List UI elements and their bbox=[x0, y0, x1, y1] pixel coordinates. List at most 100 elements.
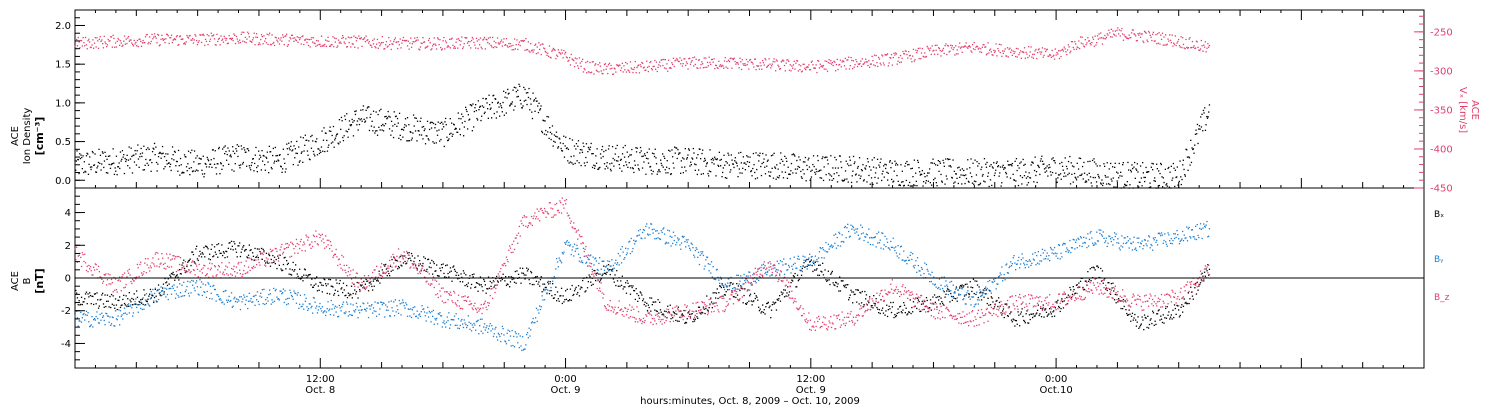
bx-series-point bbox=[300, 277, 302, 280]
bx-series-point bbox=[470, 283, 473, 286]
bx-series-point bbox=[99, 299, 101, 301]
vx-series-point bbox=[1134, 33, 1136, 36]
ion-density-series-point bbox=[304, 144, 306, 146]
by-series-point bbox=[286, 297, 289, 300]
ion-density-series-point bbox=[635, 147, 637, 149]
ion-density-series-point bbox=[749, 156, 751, 158]
bx-series-point bbox=[1059, 310, 1061, 313]
ion-density-series-point bbox=[289, 149, 291, 151]
vx-series-point bbox=[171, 41, 173, 44]
vx-series-point bbox=[431, 48, 433, 50]
vx-series-point bbox=[524, 49, 526, 51]
ion-density-series-point bbox=[493, 94, 495, 96]
bx-series-point bbox=[170, 276, 172, 278]
bx-series-point bbox=[1149, 319, 1151, 321]
ion-density-series-point bbox=[224, 145, 226, 147]
bx-series-point bbox=[161, 290, 163, 292]
bx-series-point bbox=[968, 293, 971, 295]
ion-density-series-point bbox=[418, 130, 420, 132]
ion-density-series-point bbox=[222, 165, 224, 167]
vx-series-point bbox=[865, 58, 867, 60]
ion-density-series-point bbox=[1020, 161, 1022, 163]
bx-series-point bbox=[977, 296, 979, 299]
vx-series-point bbox=[106, 44, 109, 46]
bx-series-point bbox=[206, 246, 208, 248]
ion-density-series-point bbox=[1068, 172, 1070, 174]
bx-series-point bbox=[94, 293, 96, 295]
bx-series-point bbox=[410, 259, 412, 262]
vx-series-point bbox=[478, 39, 480, 41]
bx-series-point bbox=[586, 276, 588, 279]
ion-density-series-point bbox=[354, 113, 357, 116]
bx-series-point bbox=[552, 283, 554, 285]
bx-series-point bbox=[676, 313, 678, 315]
bx-series-point bbox=[155, 295, 157, 297]
ion-density-series-point bbox=[783, 164, 785, 166]
bx-series-point bbox=[462, 270, 465, 272]
ion-density-series-point bbox=[87, 173, 90, 175]
by-series-point bbox=[230, 292, 233, 294]
vx-series-point bbox=[574, 57, 576, 59]
ion-density-series-point bbox=[1054, 162, 1056, 164]
bx-series-point bbox=[521, 272, 523, 274]
bx-series-point bbox=[282, 269, 284, 271]
ion-density-series-point bbox=[637, 168, 640, 170]
ion-density-series-point bbox=[91, 166, 93, 168]
ion-density-series-point bbox=[350, 124, 353, 126]
vx-series-point bbox=[818, 67, 821, 69]
bx-series-point bbox=[921, 300, 923, 302]
ion-density-series-point bbox=[1143, 176, 1145, 179]
bx-series-point bbox=[376, 279, 379, 281]
vx-series-point bbox=[1146, 39, 1148, 41]
bx-series-point bbox=[162, 283, 165, 285]
by-series-point bbox=[281, 293, 283, 295]
by-series-point bbox=[150, 291, 152, 293]
ion-density-series-point bbox=[974, 159, 976, 161]
ion-density-series-point bbox=[1023, 164, 1025, 166]
vx-series-point bbox=[1092, 38, 1095, 40]
vx-series-point bbox=[93, 42, 96, 44]
by-series-point bbox=[438, 313, 440, 315]
ion-density-series-point bbox=[975, 180, 977, 183]
ion-density-series-point bbox=[1131, 164, 1133, 166]
ion-density-series-point bbox=[329, 126, 331, 128]
ion-density-series-point bbox=[1190, 161, 1193, 164]
bx-series-point bbox=[616, 280, 619, 282]
by-series-point bbox=[225, 289, 227, 292]
ion-density-series-point bbox=[343, 135, 345, 137]
vx-series-point bbox=[458, 39, 460, 42]
ion-density-series-point bbox=[115, 155, 118, 157]
bx-series-point bbox=[448, 276, 450, 278]
ion-density-series-point bbox=[565, 147, 568, 150]
bx-series-point bbox=[80, 296, 83, 298]
vx-series-point bbox=[1046, 48, 1048, 50]
vx-series-point bbox=[821, 65, 823, 67]
bx-series-point bbox=[1139, 326, 1141, 328]
ion-density-series-point bbox=[1017, 184, 1020, 187]
bx-series-point bbox=[113, 304, 115, 306]
ion-density-series-point bbox=[1089, 160, 1091, 162]
by-series-point bbox=[153, 300, 155, 302]
vx-series-point bbox=[539, 44, 542, 46]
by-series-point bbox=[220, 299, 222, 301]
bx-series-point bbox=[857, 289, 859, 291]
bx-series-point bbox=[1157, 310, 1159, 312]
ion-density-series-point bbox=[1117, 172, 1119, 174]
bx-series-point bbox=[166, 284, 169, 287]
bx-series-point bbox=[223, 252, 225, 254]
ion-density-series-point bbox=[198, 157, 200, 159]
ion-density-series-point bbox=[86, 152, 88, 154]
by-series-point bbox=[433, 323, 435, 325]
ion-density-series-point bbox=[487, 108, 489, 110]
vx-series-point bbox=[415, 39, 418, 41]
vx-series-point bbox=[81, 45, 83, 47]
ion-density-series-point bbox=[935, 164, 937, 166]
ion-density-series-point bbox=[360, 109, 362, 111]
ion-density-series-point bbox=[394, 115, 397, 118]
ion-density-series-point bbox=[797, 165, 799, 168]
vx-series-point bbox=[476, 40, 478, 42]
vx-series-point bbox=[541, 43, 543, 45]
vx-series-point bbox=[933, 49, 935, 51]
vx-series-point bbox=[940, 55, 942, 57]
ion-density-series-point bbox=[718, 165, 720, 167]
